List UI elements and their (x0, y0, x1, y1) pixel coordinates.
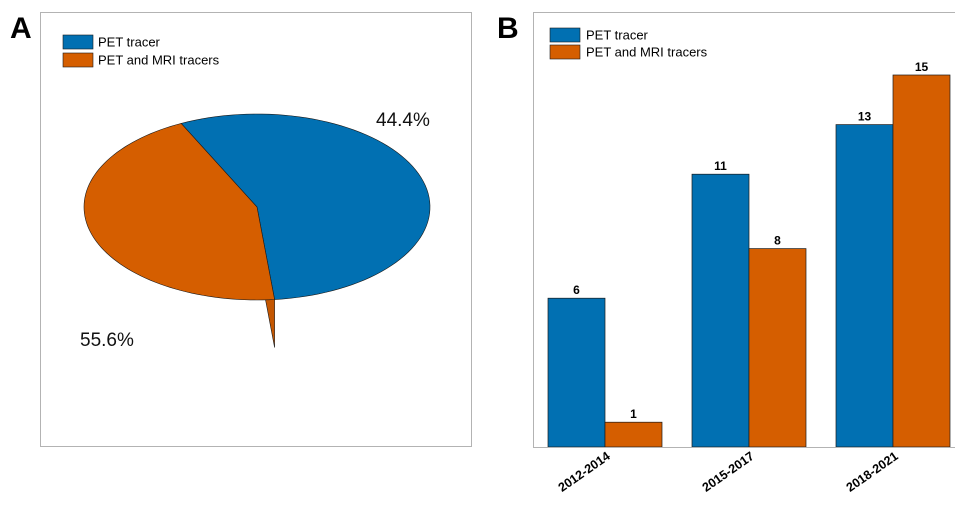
pie-label-pet: 55.6% (80, 330, 134, 351)
pie-chart-frame (40, 12, 472, 447)
bar-value-label: 8 (774, 234, 781, 248)
panel-b-letter: B (497, 12, 519, 45)
bar-2012-2014-pet-mri (604, 421, 663, 448)
bar-legend-label-pet-mri: PET and MRI tracers (586, 45, 708, 60)
pie-legend-label-pet-mri: PET and MRI tracers (98, 53, 220, 68)
bar-2012-2014-pet (547, 297, 606, 448)
bar-value-label: 1 (630, 407, 637, 421)
bar-2015-2017-pet-mri (748, 248, 807, 448)
bar-legend-swatch-pet (549, 27, 581, 43)
bar-legend-label-pet: PET tracer (586, 28, 649, 43)
x-tick-label: 2015-2017 (700, 449, 757, 495)
bar-legend: PET tracer PET and MRI tracers (549, 27, 708, 60)
pie-label-pet-mri: 44.4% (376, 110, 430, 131)
bar-value-label: 15 (915, 60, 929, 74)
bar-value-label: 11 (714, 159, 727, 173)
pie-chart (83, 113, 431, 348)
bar-2015-2017-pet (691, 173, 750, 448)
pie-slice-pet-mri (83, 123, 275, 301)
bar-2018-2021-pet-mri (892, 74, 951, 448)
panel-a-letter: A (10, 12, 32, 45)
bar-value-label: 6 (573, 283, 580, 297)
pie-legend: PET tracer PET and MRI tracers (62, 34, 220, 68)
pie-legend-swatch-pet-mri (62, 52, 94, 68)
bar-legend-swatch-pet-mri (549, 44, 581, 60)
x-tick-label: 2018-2021 (844, 449, 901, 495)
pie-legend-label-pet: PET tracer (98, 35, 161, 50)
bar-2018-2021-pet (835, 124, 894, 448)
x-tick-labels: 2012-2014 2015-2017 2018-2021 (556, 449, 901, 495)
bar-value-label: 13 (858, 110, 872, 124)
pie-slice-pet (180, 113, 431, 300)
x-tick-label: 2012-2014 (556, 449, 613, 495)
pie-legend-swatch-pet (62, 34, 94, 50)
